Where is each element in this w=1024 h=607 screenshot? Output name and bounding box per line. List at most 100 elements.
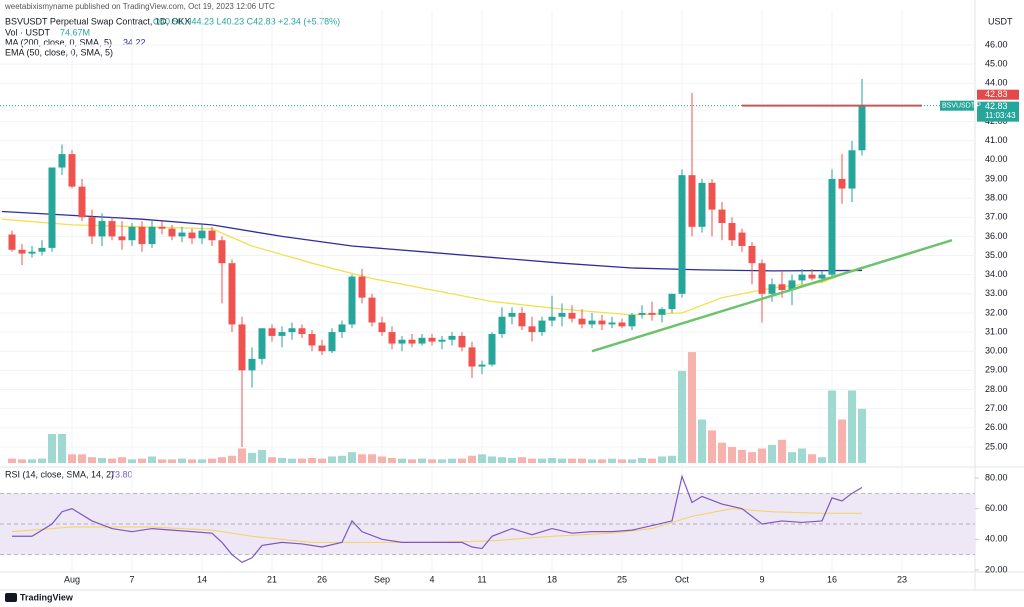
candle-body (368, 297, 376, 323)
volume-bar (358, 454, 366, 463)
candle-body (248, 358, 256, 371)
candle-body (618, 322, 626, 327)
candle-body (378, 322, 386, 333)
x-tick-label: Aug (64, 574, 80, 584)
volume-bar (258, 449, 266, 463)
candle-body (808, 274, 816, 279)
volume-bar (8, 458, 16, 463)
volume-bar (688, 352, 696, 463)
candle-body (748, 245, 756, 264)
volume-bar (678, 370, 686, 463)
footer-brand: TradingView (20, 592, 74, 602)
volume-bar (118, 457, 126, 463)
y-tick-label: 33.00 (985, 288, 1008, 298)
volume-bar (248, 452, 256, 463)
x-tick-label: Sep (374, 574, 390, 584)
candle-body (598, 320, 606, 325)
volume-bar (548, 457, 556, 463)
candle-body (148, 226, 156, 245)
y-tick-label: 29.00 (985, 365, 1008, 375)
candle-body (8, 234, 16, 250)
volume-bar (268, 457, 276, 463)
candle-body (88, 217, 96, 237)
volume-bar (428, 459, 436, 463)
candle-body (178, 232, 186, 237)
volume-bar (88, 457, 96, 463)
x-tick-label: 21 (267, 574, 277, 584)
candle-body (628, 314, 636, 327)
candle-body (648, 312, 656, 315)
candle-body (478, 364, 486, 367)
volume-bar (18, 459, 26, 463)
x-tick-label: 7 (129, 574, 134, 584)
candle-body (498, 316, 506, 334)
volume-bar (518, 457, 526, 463)
candle-body (188, 232, 196, 239)
candle-body (218, 240, 226, 264)
candle-body (418, 337, 426, 344)
candle-body (518, 312, 526, 327)
candle-body (308, 333, 316, 346)
ohlc: O40.50 H44.23 L40.23 C42.83 +2.34 (+5.78… (153, 16, 340, 26)
y-tick-label: 20.00 (985, 564, 1008, 574)
volume-bar (768, 444, 776, 463)
candle-body (828, 178, 836, 275)
volume-bar (748, 452, 756, 463)
candle-body (208, 230, 216, 241)
rsi-legend: RSI (14, close, SMA, 14, 2) (5, 469, 114, 479)
volume-bar (488, 456, 496, 463)
volume-bar (138, 458, 146, 463)
volume-bar (338, 455, 346, 463)
x-tick-label: 4 (429, 574, 434, 584)
y-tick-label: 31.00 (985, 326, 1008, 336)
candle-body (268, 328, 276, 336)
volume-bar (28, 459, 36, 463)
candle-body (328, 332, 336, 352)
volume-bar (418, 458, 426, 463)
candle-body (128, 226, 136, 241)
volume-legend: Vol · USDT (5, 27, 51, 37)
volume-bar (148, 456, 156, 463)
volume-bar (658, 456, 666, 463)
rsi-line (11, 508, 862, 543)
x-tick-label: 16 (827, 574, 837, 584)
candle-body (588, 320, 596, 325)
volume-bar (718, 442, 726, 463)
candle-body (818, 274, 826, 279)
volume-bar (578, 458, 586, 463)
countdown-label: 11:03:43 (985, 111, 1016, 120)
volume-bar (328, 456, 336, 463)
candle-body (488, 333, 496, 365)
y-tick-label: 46.00 (985, 39, 1008, 49)
volume-bar (108, 458, 116, 463)
candle-body (458, 335, 466, 348)
candle-body (288, 328, 296, 333)
volume-bar (438, 459, 446, 463)
candle-body (838, 178, 846, 189)
volume-bar (398, 458, 406, 463)
logo (5, 593, 17, 602)
candle-body (228, 263, 236, 325)
candle-body (278, 332, 286, 336)
volume-bar (238, 448, 246, 463)
candle-body (558, 312, 566, 317)
volume-bar (368, 454, 376, 463)
volume-bar (48, 434, 56, 463)
moving-average (1, 210, 863, 272)
y-tick-label: 39.00 (985, 173, 1008, 183)
volume-bar (848, 390, 856, 463)
candle-body (528, 326, 536, 333)
volume-bar (298, 458, 306, 463)
x-tick-label: 14 (197, 574, 207, 584)
y-tick-label: 40.00 (985, 154, 1008, 164)
volume-bar (668, 455, 676, 463)
volume-bar (58, 434, 66, 463)
y-tick-label: 27.00 (985, 403, 1008, 413)
volume-bar (458, 458, 466, 463)
candle-body (78, 186, 86, 218)
y-tick-label: 38.00 (985, 192, 1008, 202)
volume-bar (838, 419, 846, 463)
last-price-label: 42.83 (985, 101, 1008, 111)
candle-body (638, 312, 646, 315)
x-tick-label: 26 (317, 574, 327, 584)
